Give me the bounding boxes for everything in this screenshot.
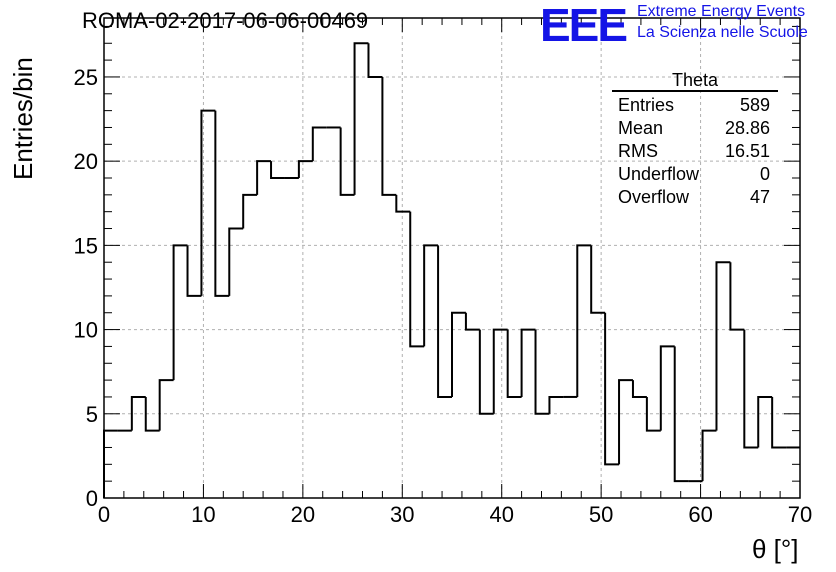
histogram-bin	[729, 262, 745, 331]
histogram-bin	[673, 346, 689, 483]
y-tick-label: 20	[74, 149, 98, 174]
stats-label: Underflow	[618, 164, 700, 184]
histogram-bin	[144, 396, 160, 432]
histogram-bin	[576, 244, 592, 397]
x-tick-label: 30	[390, 502, 414, 527]
stats-row-entries: Entries 589	[612, 94, 778, 117]
stats-label: Overflow	[618, 187, 690, 207]
histogram-bin	[645, 396, 661, 432]
histogram-bin	[228, 227, 244, 296]
histogram-bin	[256, 160, 272, 195]
stats-label: RMS	[618, 141, 658, 161]
histogram-bin	[339, 127, 355, 196]
x-axis-label: θ [°]	[752, 534, 799, 564]
histogram-bin	[200, 109, 216, 296]
y-tick-label: 5	[86, 402, 98, 427]
histogram-bin	[757, 395, 773, 448]
x-tick-label: 60	[688, 502, 712, 527]
histogram-bin	[186, 245, 202, 297]
x-tick-label: 0	[98, 502, 110, 527]
histogram-bin	[158, 379, 174, 431]
histogram-bin	[590, 245, 606, 314]
histogram-bin	[701, 429, 717, 482]
histogram-bin	[520, 328, 536, 397]
stats-label: Mean	[618, 118, 664, 138]
histogram-bin	[270, 161, 285, 179]
stats-row-underflow: Underflow 0	[612, 163, 778, 186]
logo-line-2: La Scienza nelle Scuole	[637, 24, 808, 41]
histogram-bin	[367, 43, 383, 78]
histogram-bin	[534, 329, 550, 415]
histogram-bin	[423, 244, 439, 347]
histogram-bin	[464, 312, 480, 331]
eee-logo: EEE	[540, 0, 628, 51]
y-tick-label: 0	[86, 486, 98, 511]
stats-value: 589	[739, 95, 770, 115]
x-tick-label: 50	[589, 502, 613, 527]
histogram-bin	[297, 160, 313, 178]
histogram-bin	[771, 396, 787, 449]
histogram-bin	[451, 311, 466, 397]
histogram-bin	[409, 211, 425, 348]
stats-label: Entries	[618, 95, 675, 115]
histogram-bin	[659, 345, 675, 431]
histogram-bin	[506, 329, 522, 398]
histogram-bin	[353, 42, 369, 195]
histogram-bin	[715, 261, 731, 431]
histogram-bin	[604, 312, 620, 466]
stats-value: 0	[759, 164, 770, 184]
stats-value: 47	[749, 187, 770, 207]
histogram-bin	[172, 244, 188, 381]
x-tick-label: 70	[788, 502, 812, 527]
histogram-bin	[548, 395, 564, 414]
histogram-bin	[631, 380, 647, 398]
stats-value: 16.51	[724, 141, 770, 161]
histogram-bin	[395, 194, 411, 213]
histogram-bin	[437, 245, 452, 398]
stats-title: Theta	[612, 70, 778, 92]
histogram-bin	[618, 379, 633, 465]
x-tick-label: 40	[489, 502, 513, 527]
stats-value: 28.86	[724, 118, 770, 138]
stats-row-overflow: Overflow 47	[612, 186, 778, 209]
stats-box: Theta Entries 589 Mean 28.86 RMS 16.51 U…	[612, 70, 778, 209]
chart-title: ROMA-02-2017-06-06-00469	[82, 8, 369, 33]
histogram-bin	[242, 193, 258, 229]
plot-frame	[103, 17, 801, 499]
stats-row-rms: RMS 16.51	[612, 140, 778, 163]
histogram-bin	[492, 328, 508, 414]
x-tick-label: 10	[191, 502, 215, 527]
logo-line-1: Extreme Energy Events	[637, 3, 806, 20]
y-tick-label: 10	[74, 318, 98, 343]
y-tick-label: 25	[74, 65, 98, 90]
histogram-bin	[478, 329, 494, 415]
stats-row-mean: Mean 28.86	[612, 117, 778, 140]
y-tick-label: 15	[74, 233, 98, 258]
histogram-bin	[130, 395, 146, 431]
histogram-bin	[311, 126, 327, 162]
y-axis-label: Entries/bin	[8, 57, 38, 180]
x-tick-label: 20	[291, 502, 315, 527]
histogram-bin	[743, 329, 759, 449]
histogram-bin	[381, 76, 397, 196]
histogram-bin	[214, 110, 230, 297]
